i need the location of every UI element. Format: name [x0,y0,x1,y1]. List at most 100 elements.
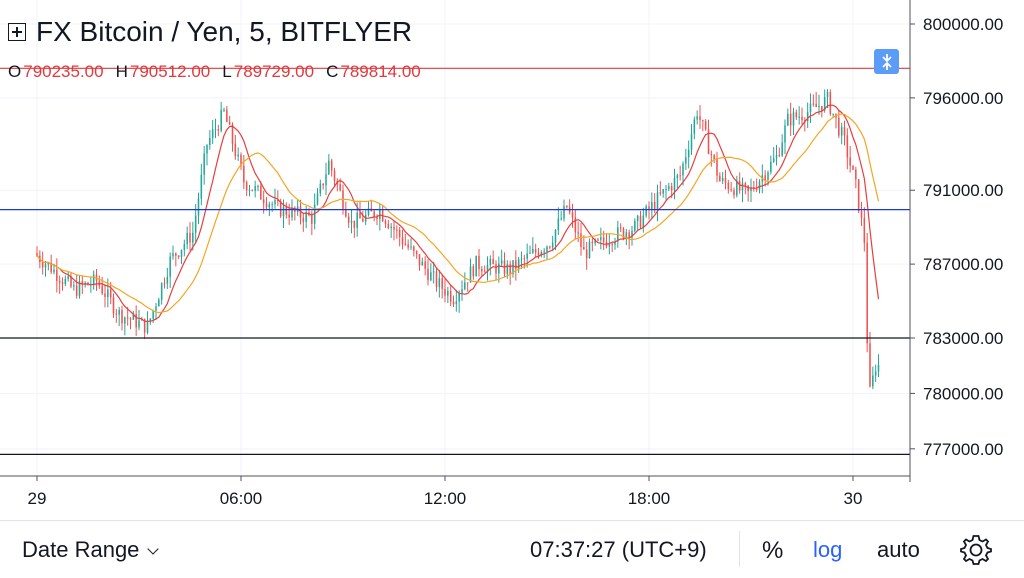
candle-body [98,280,101,286]
candle-body [305,212,307,222]
price-tick-label: 791000.00 [923,181,1003,200]
candle-body [863,217,866,243]
candle-body [639,215,642,228]
candle-body [70,276,72,287]
candle-body [138,320,140,328]
candle-body [795,112,798,118]
candle-body [642,215,645,228]
candle-body [245,182,248,191]
price-chart[interactable]: 800000.00 796000.00 791000.00 787000.00 7830… [0,0,1024,520]
candle-body [812,103,815,105]
candle-body [736,181,738,196]
scroll-to-latest-icon [881,53,892,70]
candle-body [257,185,259,187]
candle-body [687,149,690,158]
candle-body [758,181,761,190]
candle-body [424,261,426,269]
candle-body [217,129,220,131]
candle-body [690,133,693,150]
candle-body [823,97,826,111]
candle-body [826,92,829,98]
candle-body [611,244,613,246]
gear-icon[interactable] [956,530,996,570]
candle-body [755,189,758,191]
candle-body [115,313,118,315]
candle-body [515,260,517,269]
candle-body [648,206,650,210]
candle-body [407,244,409,248]
candle-body [401,236,404,245]
time-tick-label: 12:00 [424,489,467,508]
candle-body [387,223,390,229]
candle-body [146,321,149,333]
candle-body [818,105,820,107]
percent-scale-button[interactable]: % [762,537,784,564]
candle-body [557,218,560,231]
candle-body [350,220,353,223]
price-tick-label: 787000.00 [923,255,1003,274]
candle-body [554,230,557,243]
candle-body [449,290,452,302]
candle-body [64,278,67,285]
candle-body [622,228,625,239]
candle-body [254,186,256,191]
candle-body [577,232,579,234]
candle-body [461,289,463,294]
candle-body [109,289,112,298]
candle-body [455,301,458,305]
candle-body [126,317,129,319]
candle-body [600,237,602,240]
scroll-to-latest-button[interactable] [874,49,899,74]
candle-body [396,229,398,231]
candle-body [228,121,231,125]
candle-body [384,221,387,224]
candle-body [869,343,871,387]
candle-body [597,239,599,241]
candle-body [319,183,322,194]
candle-body [537,252,540,256]
candle-body [809,103,812,113]
candle-body [447,290,449,296]
candle-body [741,183,744,191]
candle-body [203,153,205,175]
candle-body [855,169,857,180]
candle-body [223,109,225,111]
candle-body [75,285,78,296]
candle-body [877,364,880,372]
candle-body [367,208,370,215]
candle-body [815,103,817,107]
candle-body [481,269,483,272]
candle-body [874,371,877,376]
candle-body [50,262,52,273]
candle-body [534,249,537,253]
candle-body [659,192,662,194]
expand-icon[interactable] [8,23,26,41]
candle-body [282,206,285,217]
candle-body [614,241,616,245]
candle-body [129,318,132,320]
auto-scale-button[interactable]: auto [877,537,920,562]
candle-body [262,199,265,204]
candle-body [356,212,358,228]
date-range-button[interactable]: Date Range [22,537,160,563]
candle-body [806,112,809,122]
close-label: C [326,62,339,81]
candle-body [472,266,475,277]
candle-body [543,251,545,253]
candle-body [770,161,772,173]
candle-body [158,299,160,307]
date-range-label: Date Range [22,537,140,562]
candle-body [591,241,594,244]
candle-body [189,232,191,243]
log-scale-button[interactable]: log [813,537,843,562]
candle-body [220,109,222,131]
candle-body [673,177,676,191]
candle-body [180,249,183,257]
candle-body [345,208,347,217]
candle-body [789,113,792,126]
bottom-toolbar: Date Range 07:37:27 (UTC+9) % log auto [0,520,1024,578]
time-tick-label: 06:00 [220,489,263,508]
candle-body [41,262,44,268]
candle-body [699,116,701,121]
candle-body [520,258,523,260]
